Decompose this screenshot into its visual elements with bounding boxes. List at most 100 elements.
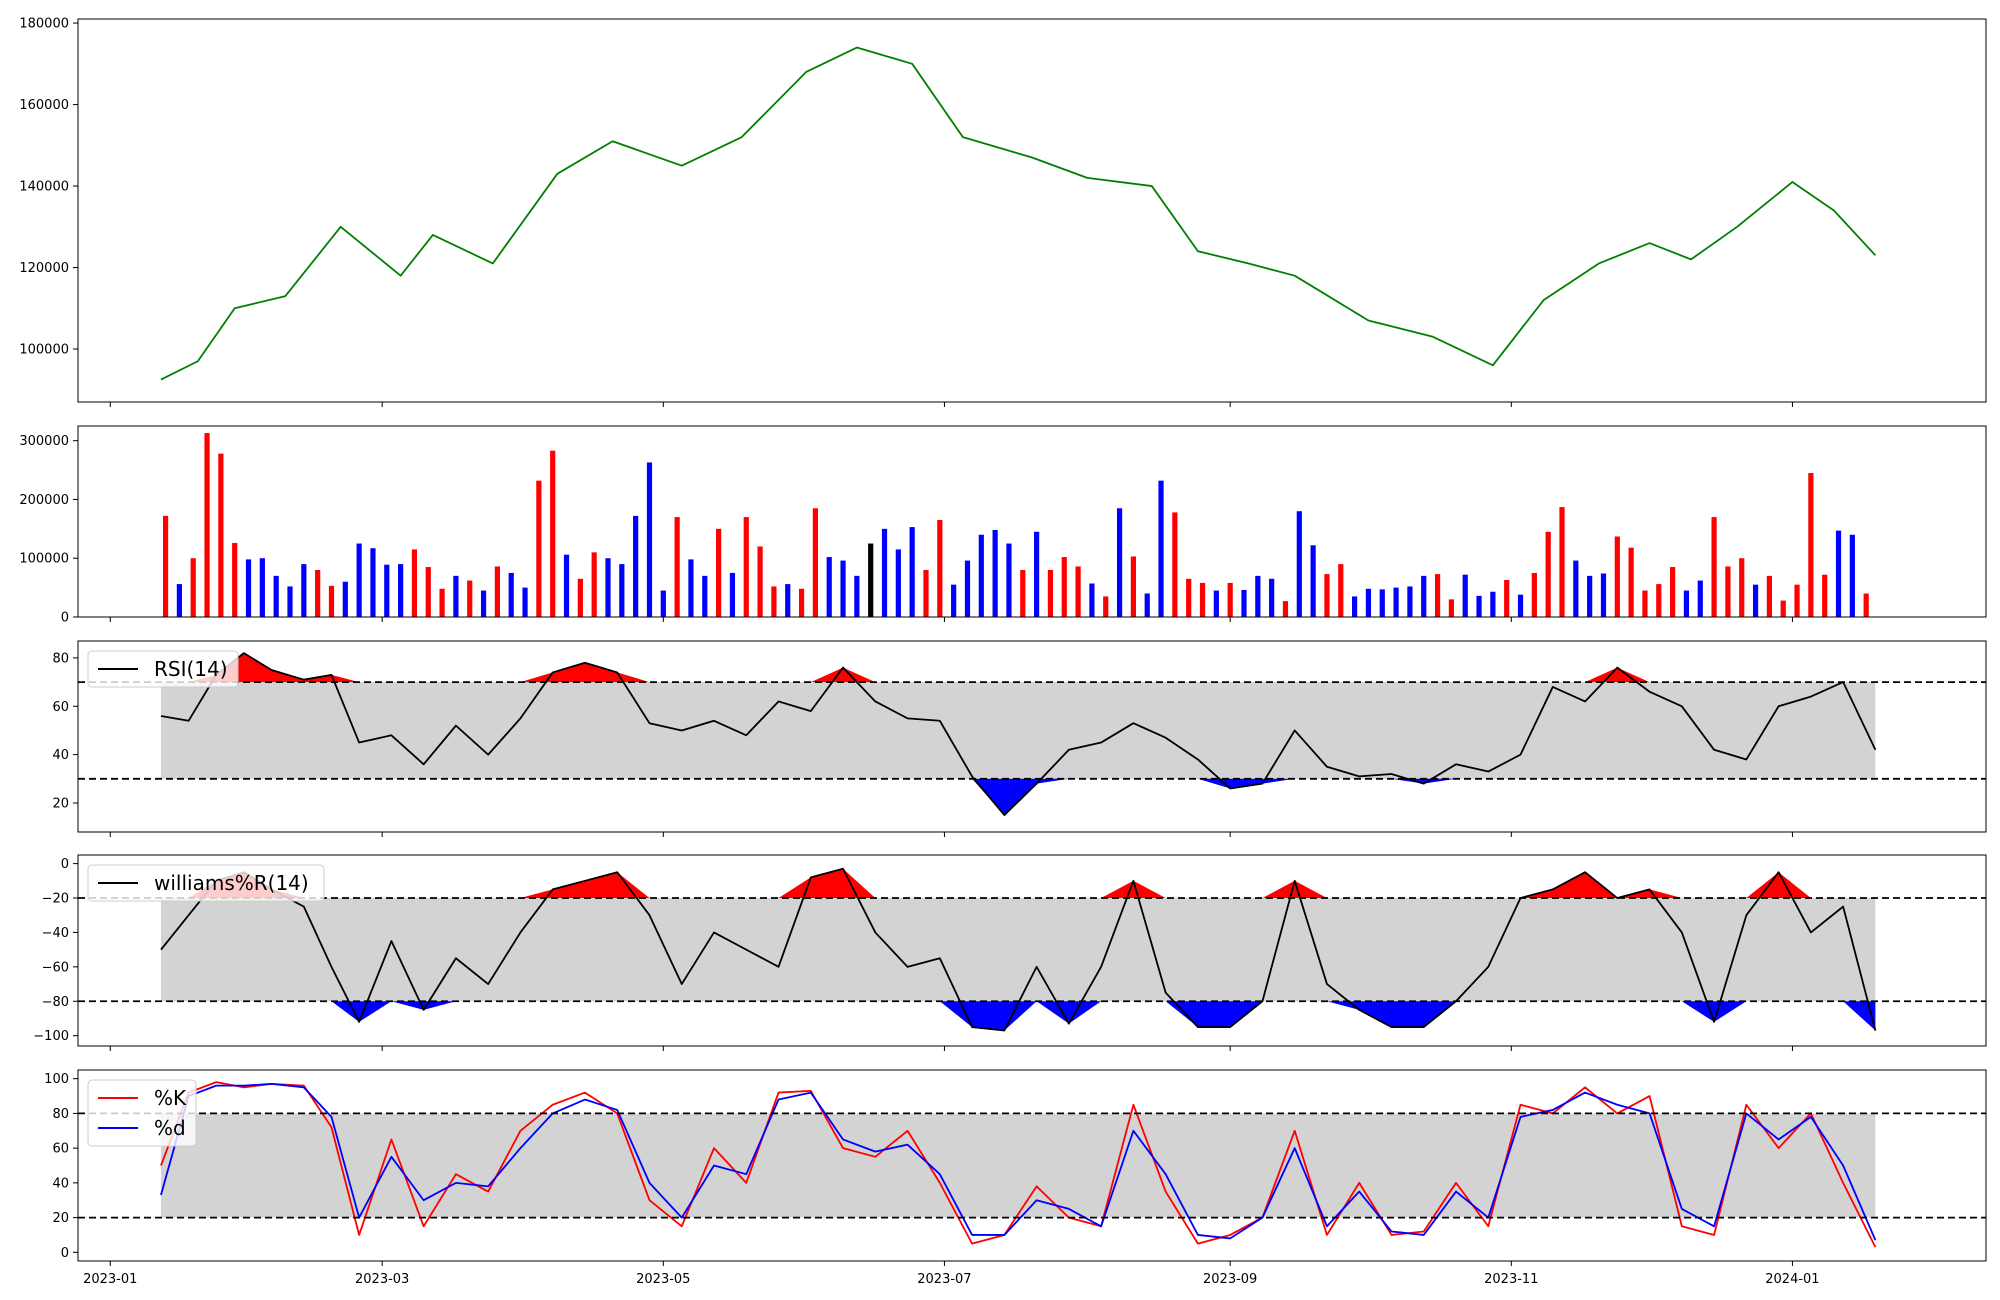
stochastic-legend-label: %K [154, 1086, 187, 1110]
stochastic-ytick-label: 40 [52, 1176, 69, 1191]
rsi-ytick-label: 40 [52, 748, 69, 763]
williams-legend [87, 864, 325, 902]
volume-bar [370, 548, 376, 617]
williams-ytick-label: −80 [42, 995, 69, 1010]
volume-bar [563, 554, 570, 617]
williams-oversold-fill [160, 1001, 1876, 1031]
williams-neutral-band [160, 898, 1876, 1002]
williams-ytick-label: 0 [61, 857, 69, 872]
volume-bar [0, 583, 5, 617]
volume-bar [1780, 600, 1786, 617]
volume-bar [1296, 511, 1302, 617]
volume-bar [480, 590, 487, 617]
stochastic-ytick-label: 100 [44, 1072, 69, 1087]
rsi-ytick-label: 60 [52, 700, 69, 715]
volume-bar [1587, 575, 1593, 617]
volume-ytick-label: 100000 [19, 552, 69, 567]
volume-bar [0, 577, 5, 617]
xtick-label: 2023-03 [355, 1272, 409, 1287]
volume-bar [1034, 531, 1040, 617]
volume-bar [771, 586, 777, 617]
stochastic-legend-label: %d [154, 1116, 186, 1140]
volume-bar [1310, 545, 1316, 617]
volume-plot-area [0, 433, 1869, 617]
volume-bar [1462, 574, 1468, 617]
volume-ytick-label: 200000 [19, 493, 69, 508]
volume-bar [702, 575, 708, 617]
volume-bar [1448, 599, 1454, 617]
volume-bar [840, 560, 846, 617]
price-ytick-label: 120000 [19, 261, 69, 276]
volume-bar [245, 559, 252, 617]
stochastic-ytick-label: 20 [52, 1211, 69, 1226]
price-plot-area [160, 46, 1877, 381]
volume-bar [619, 564, 625, 617]
volume-bar [785, 584, 791, 617]
volume-bar [467, 580, 473, 617]
volume-bar [1324, 574, 1330, 617]
volume-bar [536, 480, 542, 617]
stochastic-plot-area [160, 1081, 1877, 1248]
volume-bar [162, 515, 169, 617]
volume-bar [646, 462, 653, 617]
volume-bar [1103, 596, 1109, 617]
volume-axes-frame [77, 425, 1987, 618]
volume-bar [0, 481, 5, 617]
xtick-label: 2023-01 [83, 1272, 137, 1287]
volume-bar [591, 552, 597, 617]
volume-bar [1172, 512, 1178, 617]
volume-bar [508, 572, 514, 617]
volume-bar [1531, 572, 1537, 617]
volume-bar [1130, 556, 1136, 617]
price-ytick-label: 140000 [19, 180, 69, 195]
volume-bar [1476, 595, 1482, 617]
volume-bar [1199, 582, 1206, 617]
volume-panel: 0 100000 200000 300000 [0, 425, 1987, 626]
volume-bar [342, 581, 348, 617]
xtick-label: 2023-05 [636, 1272, 690, 1287]
volume-bar [273, 575, 279, 617]
volume-bar [1434, 574, 1441, 617]
price-axes-frame [77, 18, 1987, 403]
volume-bar [1739, 558, 1745, 617]
rsi-overbought-fill [160, 653, 1876, 683]
stochastic-neutral-band [160, 1113, 1876, 1218]
volume-bar [1642, 590, 1648, 617]
volume-bar [605, 558, 611, 617]
volume-bar [204, 433, 210, 617]
volume-bar [1421, 575, 1427, 617]
volume-bar [1227, 582, 1233, 617]
volume-bar [978, 534, 984, 617]
volume-bar [1061, 557, 1067, 617]
volume-bar [1144, 593, 1150, 617]
volume-bar [301, 564, 307, 617]
williams-legend-label: williams%R(14) [154, 871, 309, 895]
volume-ytick-label: 300000 [19, 434, 69, 449]
volume-bar [923, 569, 929, 617]
williams-overbought-fill [160, 868, 1876, 899]
volume-bar [315, 569, 321, 617]
price-ytick-label: 100000 [19, 343, 69, 358]
volume-bar [633, 515, 639, 617]
volume-bar [729, 572, 736, 617]
volume-bar [577, 578, 583, 617]
volume-bar [439, 588, 445, 617]
volume-bar [951, 584, 957, 617]
rsi-panel: 20 40 60 80 RSI(14) [52, 640, 1987, 837]
price-ytick-label: 180000 [19, 17, 69, 32]
volume-bar [1407, 586, 1413, 617]
stochastic-ytick-label: 0 [61, 1246, 69, 1261]
volume-bar [328, 585, 335, 617]
volume-bar [909, 527, 915, 617]
volume-bar [1282, 601, 1289, 617]
volume-bar [1628, 547, 1634, 617]
volume-bar [868, 543, 874, 617]
volume-bar [453, 575, 459, 617]
volume-bar [826, 557, 832, 617]
volume-bar [425, 567, 431, 617]
volume-bar [660, 590, 666, 617]
rsi-plot-area [160, 652, 1877, 816]
volume-bar [757, 546, 763, 617]
rsi-ytick-label: 20 [52, 796, 69, 811]
